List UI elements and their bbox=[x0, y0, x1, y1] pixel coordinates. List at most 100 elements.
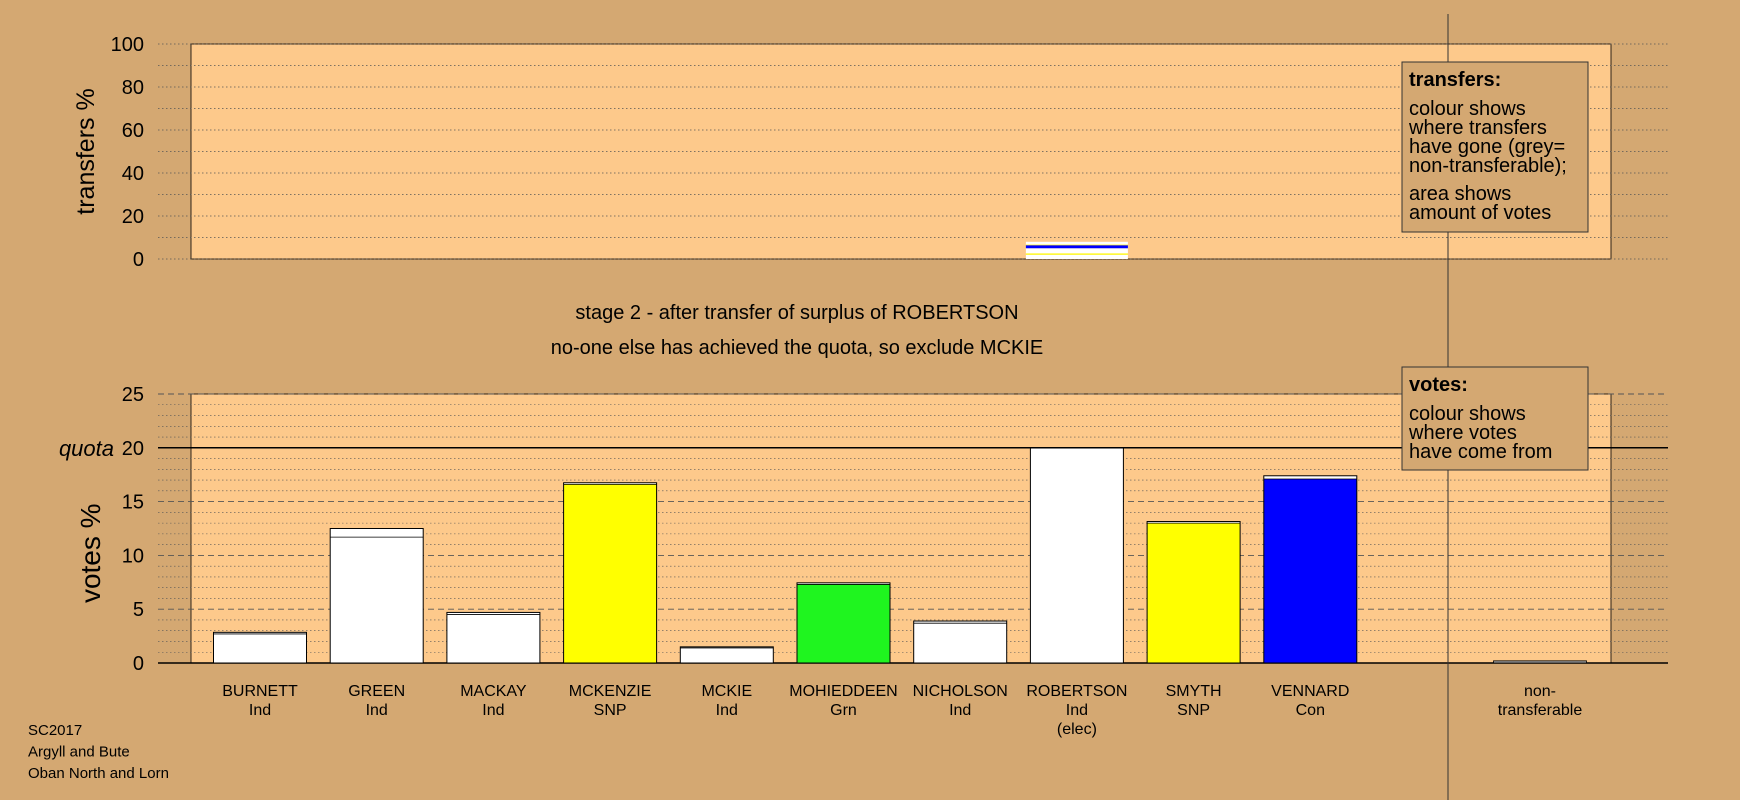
transfers-y-ticks: 0 20 40 60 80 100 bbox=[111, 34, 144, 271]
candidate-name: BURNETT bbox=[222, 683, 298, 700]
candidate-name: ROBERTSON bbox=[1026, 683, 1127, 700]
candidate-name: VENNARD bbox=[1271, 683, 1349, 700]
footer-line: SC2017 bbox=[28, 722, 82, 739]
bar-first-nicholson bbox=[913, 623, 1007, 663]
bar-first-mohieddeen bbox=[797, 584, 890, 663]
candidate-party: Grn bbox=[830, 702, 857, 719]
transfers-legend-line: have gone (grey= bbox=[1409, 136, 1565, 158]
votes-bars bbox=[213, 447, 1587, 664]
bar-outline-nicholson bbox=[913, 620, 1008, 664]
candidate-name: MCKIE bbox=[701, 683, 752, 700]
transfers-legend-line: non-transferable); bbox=[1409, 155, 1567, 177]
transfers-legend-box bbox=[1401, 61, 1589, 233]
candidate-party: SNP bbox=[594, 702, 627, 719]
candidate-party: SNP bbox=[1177, 702, 1210, 719]
bar-outline-green bbox=[329, 528, 424, 664]
bar-outline-mohieddeen bbox=[796, 582, 891, 664]
bar-transfer-smyth bbox=[1147, 521, 1241, 524]
bar-first-vennard bbox=[1263, 479, 1357, 663]
transfer-segment-ind bbox=[1025, 248, 1128, 254]
votes-y-tick-label: 20 bbox=[122, 438, 144, 460]
transfers-legend-line: amount of votes bbox=[1409, 202, 1551, 224]
footer-line: Argyll and Bute bbox=[28, 744, 130, 761]
bar-first-burnett bbox=[213, 633, 307, 663]
candidate-party: Con bbox=[1296, 702, 1325, 719]
candidate-name: MOHIEDDEEN bbox=[789, 683, 897, 700]
bar-first-mckie bbox=[680, 647, 774, 663]
bar-non-transferable bbox=[1493, 660, 1587, 664]
transfers-legend-line: where transfers bbox=[1408, 117, 1547, 139]
transfers-y-tick-label: 60 bbox=[122, 120, 144, 142]
votes-y-tick-label: 15 bbox=[122, 492, 144, 514]
bar-first-robertson bbox=[1030, 447, 1124, 663]
transfers-legend-title: transfers: bbox=[1409, 69, 1501, 91]
votes-legend-line: have come from bbox=[1409, 441, 1552, 463]
bar-outline-vennard bbox=[1263, 475, 1358, 664]
bar-transfer-mackay bbox=[446, 612, 540, 615]
bar-outline-mackay bbox=[446, 611, 541, 664]
votes-y-ticks: 0 5 10 15 20 25 bbox=[122, 384, 144, 675]
bar-outline-mckie bbox=[679, 646, 774, 664]
bar-outline-burnett bbox=[213, 631, 307, 664]
votes-legend-title: votes: bbox=[1409, 374, 1468, 396]
bar-transfer-nicholson bbox=[913, 621, 1007, 624]
candidate-note: (elec) bbox=[1057, 721, 1097, 738]
transfers-y-tick-label: 80 bbox=[122, 77, 144, 99]
bar-first-mackay bbox=[446, 614, 540, 663]
non-transferable-label: non- bbox=[1524, 683, 1556, 700]
candidate-party: Ind bbox=[716, 702, 738, 719]
candidate-party: Ind bbox=[482, 702, 504, 719]
transfers-y-axis-label: transfers % bbox=[72, 88, 100, 214]
transfers-y-tick-label: 100 bbox=[111, 34, 144, 56]
chart-subtitle: no-one else has achieved the quota, so e… bbox=[551, 337, 1044, 359]
candidate-labels: BURNETT Ind GREEN Ind MACKAY Ind MCKENZIE SNP MC… bbox=[222, 683, 1582, 738]
bar-transfer-mohieddeen bbox=[797, 582, 890, 585]
transfer-segment-snp bbox=[1025, 244, 1128, 246]
votes-plot-panel bbox=[190, 393, 1612, 664]
votes-y-tick-label: 0 bbox=[133, 653, 144, 675]
bar-first-smyth bbox=[1147, 523, 1241, 663]
bar-outline-smyth bbox=[1146, 521, 1241, 664]
candidate-party: Ind bbox=[249, 702, 271, 719]
bar-transfer-green bbox=[330, 528, 424, 538]
votes-y-tick-label: 5 bbox=[133, 599, 144, 621]
transfers-y-tick-label: 20 bbox=[122, 206, 144, 228]
candidate-party: Ind bbox=[949, 702, 971, 719]
transfer-segment-ind bbox=[1025, 241, 1128, 245]
candidate-name: NICHOLSON bbox=[913, 683, 1008, 700]
bar-transfer-vennard bbox=[1263, 475, 1357, 480]
votes-y-tick-label: 10 bbox=[122, 545, 144, 567]
bar-transfer-burnett bbox=[213, 632, 307, 634]
candidate-party: Ind bbox=[1066, 702, 1088, 719]
transfers-y-tick-label: 40 bbox=[122, 163, 144, 185]
bar-first-green bbox=[330, 537, 424, 663]
transfer-segment-con bbox=[1025, 245, 1128, 249]
votes-legend-box bbox=[1401, 366, 1589, 471]
transfers-bars bbox=[1025, 241, 1128, 259]
transfer-segment-snp bbox=[1025, 253, 1128, 255]
bar-transfer-mckie bbox=[680, 646, 774, 648]
transfers-y-tick-label: 0 bbox=[133, 249, 144, 271]
candidate-name: MACKAY bbox=[460, 683, 527, 700]
votes-y-axis-label: votes % bbox=[75, 503, 106, 603]
chart-title: stage 2 - after transfer of surplus of R… bbox=[575, 302, 1018, 324]
candidate-party: Ind bbox=[366, 702, 388, 719]
bar-outline-mckenzie bbox=[563, 482, 658, 664]
candidate-name: GREEN bbox=[348, 683, 405, 700]
votes-y-tick-label: 25 bbox=[122, 384, 144, 406]
votes-legend-line: colour shows bbox=[1409, 403, 1526, 425]
bar-transfer-mckenzie bbox=[563, 482, 657, 485]
footer-line: Oban North and Lorn bbox=[28, 765, 169, 782]
transfers-legend-line: area shows bbox=[1409, 183, 1511, 205]
transfers-legend-line: colour shows bbox=[1409, 98, 1526, 120]
candidate-name: MCKENZIE bbox=[569, 683, 652, 700]
quota-label: quota bbox=[59, 436, 114, 461]
bar-first-mckenzie bbox=[563, 484, 657, 663]
non-transferable-label: transferable bbox=[1498, 702, 1583, 719]
transfer-segment-ind bbox=[1025, 254, 1128, 259]
candidate-name: SMYTH bbox=[1166, 683, 1222, 700]
